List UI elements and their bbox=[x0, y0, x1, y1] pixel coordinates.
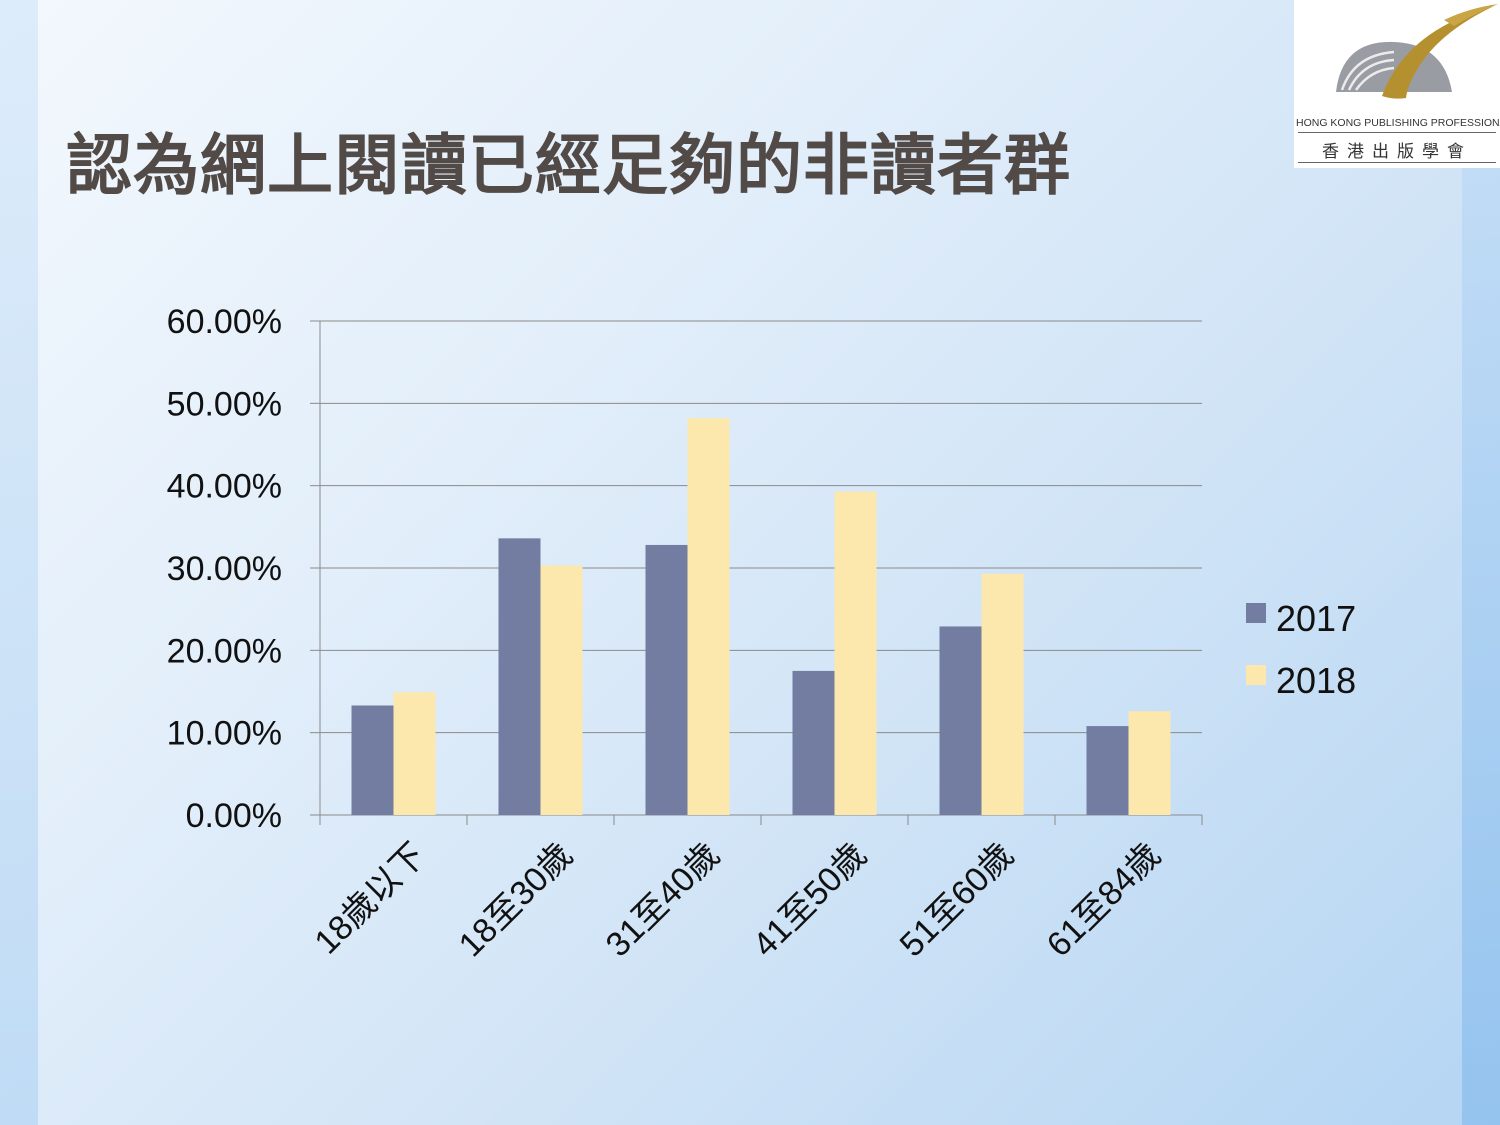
bar-2017 bbox=[792, 670, 835, 815]
y-tick-label: 20.00% bbox=[167, 632, 282, 670]
x-category-label: 51至60歲 bbox=[893, 836, 1021, 964]
y-tick-label: 60.00% bbox=[167, 303, 282, 341]
bar-2017 bbox=[351, 705, 394, 815]
bar-2018 bbox=[1128, 711, 1171, 815]
x-category-label: 31至40歲 bbox=[599, 836, 727, 964]
logo-divider-bottom bbox=[1298, 162, 1496, 163]
bar-2018 bbox=[981, 573, 1024, 815]
slide-right-edge bbox=[1462, 0, 1500, 1125]
x-category-label: 41至50歲 bbox=[746, 836, 874, 964]
bar-2018 bbox=[540, 565, 583, 815]
x-category-label: 18至30歲 bbox=[452, 836, 580, 964]
legend-swatch-2017 bbox=[1246, 603, 1266, 623]
bar-2018 bbox=[687, 418, 730, 815]
x-category-label: 18歲以下 bbox=[307, 836, 433, 962]
slide-left-edge bbox=[0, 0, 38, 1125]
y-tick-label: 50.00% bbox=[167, 385, 282, 423]
y-tick-label: 0.00% bbox=[186, 797, 282, 835]
legend-label-2017: 2017 bbox=[1276, 598, 1356, 639]
logo-emblem-icon bbox=[1336, 4, 1498, 99]
logo-english-name: HONG KONG PUBLISHING PROFESSIONALS SOCIE… bbox=[1296, 117, 1500, 129]
y-tick-label: 10.00% bbox=[167, 715, 282, 753]
legend-label-2018: 2018 bbox=[1276, 660, 1356, 701]
slide-title: 認為網上閱讀已經足夠的非讀者群 bbox=[66, 127, 1071, 204]
logo-chinese-name: 香港出版學會 bbox=[1322, 142, 1472, 162]
legend-swatch-2018 bbox=[1246, 665, 1266, 685]
x-category-label: 61至84歲 bbox=[1040, 836, 1168, 964]
publisher-logo: HONG KONG PUBLISHING PROFESSIONALS SOCIE… bbox=[1294, 0, 1500, 168]
bar-2017 bbox=[1086, 726, 1129, 815]
y-tick-label: 30.00% bbox=[167, 550, 282, 588]
bar-2017 bbox=[645, 544, 688, 815]
bar-2017 bbox=[939, 626, 982, 815]
bar-2018 bbox=[393, 692, 436, 815]
bar-2018 bbox=[834, 491, 877, 815]
bar-2017 bbox=[498, 538, 541, 815]
y-tick-label: 40.00% bbox=[167, 468, 282, 506]
logo-divider bbox=[1298, 132, 1496, 133]
